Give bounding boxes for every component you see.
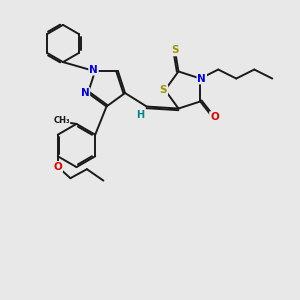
Text: O: O — [53, 162, 62, 172]
Text: S: S — [160, 85, 167, 95]
Text: N: N — [81, 88, 89, 98]
Text: O: O — [210, 112, 219, 122]
Text: N: N — [197, 74, 206, 83]
Text: N: N — [89, 65, 98, 75]
Text: H: H — [136, 110, 144, 120]
Text: S: S — [172, 46, 179, 56]
Text: CH₃: CH₃ — [53, 116, 70, 125]
